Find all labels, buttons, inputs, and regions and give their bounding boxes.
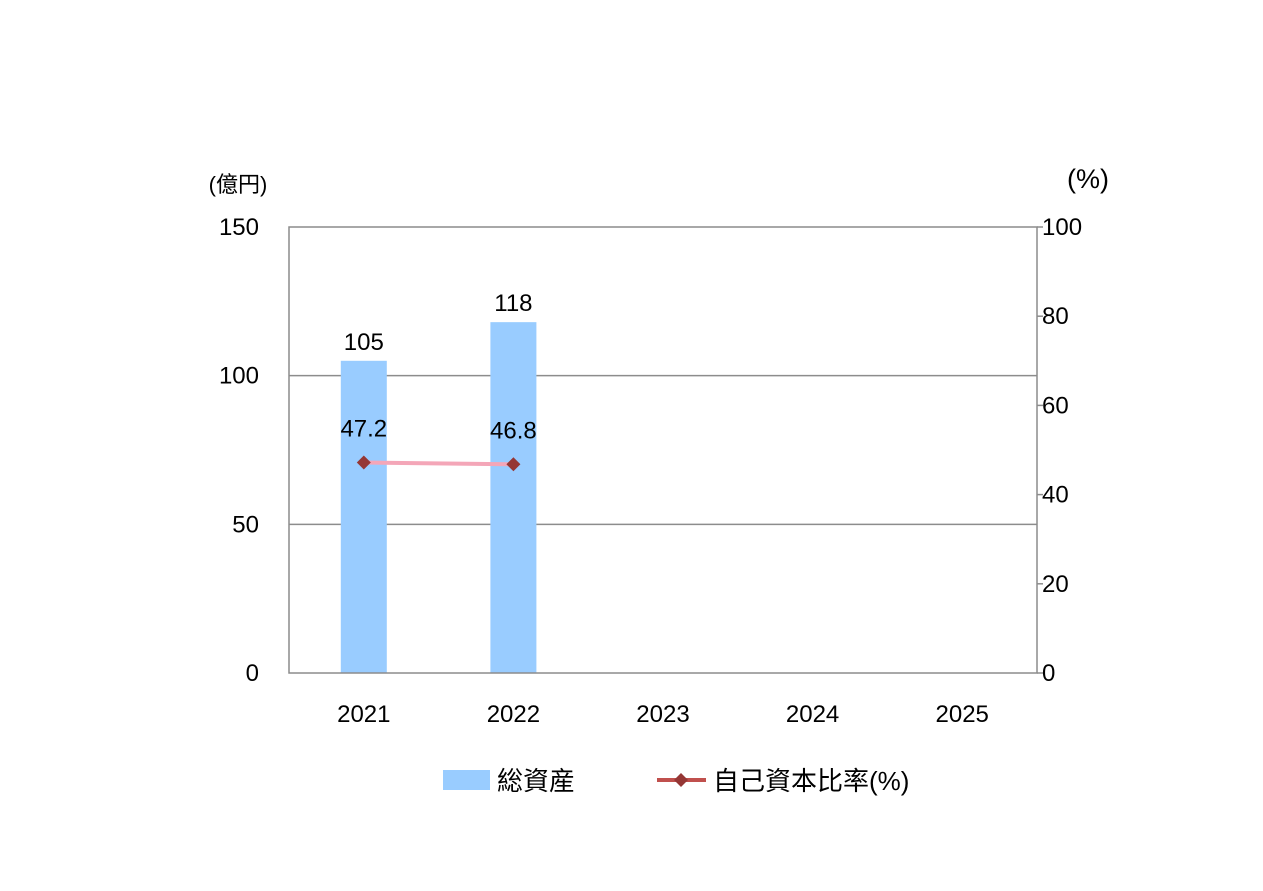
- line-point-marker: [506, 457, 521, 472]
- x-tick-label: 2025: [936, 701, 989, 728]
- axes: 0 50 100 150 0 20 40 60 80 100 2021 2022 2023 2024 202…: [219, 214, 1082, 728]
- y-right-tick-label: 60: [1042, 392, 1069, 419]
- line-point-marker: [356, 455, 371, 470]
- right-axis-unit-label: (%): [1067, 164, 1109, 194]
- bar-series: [340, 322, 537, 673]
- legend-marker-equity-ratio: [674, 773, 688, 787]
- line-data-label: 46.8: [490, 417, 537, 444]
- x-tick-label: 2022: [487, 701, 540, 728]
- bar: [340, 360, 387, 673]
- y-right-tick-label: 100: [1042, 214, 1082, 241]
- y-right-tick-label: 80: [1042, 303, 1069, 330]
- plot-area-border: [288, 226, 1038, 674]
- line-data-label: 47.2: [340, 415, 387, 442]
- y-left-tick-label: 150: [219, 214, 259, 241]
- gridlines: [289, 374, 1037, 526]
- bar-data-label: 118: [494, 290, 532, 317]
- y-right-tick-label: 40: [1042, 482, 1069, 509]
- y-left-tick-label: 50: [232, 511, 259, 538]
- plot-frame: [288, 226, 1038, 674]
- legend-label-total-assets: 総資産: [497, 766, 575, 796]
- x-tick-label: 2023: [636, 701, 689, 728]
- x-tick-label: 2024: [786, 701, 839, 728]
- line-series: [356, 455, 521, 472]
- y-left-tick-label: 0: [246, 660, 259, 687]
- left-axis-unit-label: (億円): [209, 172, 268, 197]
- series-line: [363, 460, 514, 467]
- legend-label-equity-ratio: 自己資本比率(%): [713, 766, 909, 796]
- x-tick-label: 2021: [337, 701, 390, 728]
- data-labels: 105 118 47.2 46.8: [340, 290, 536, 444]
- y-right-tick-label: 20: [1042, 571, 1069, 598]
- bar: [490, 322, 537, 673]
- bar-data-label: 105: [344, 329, 384, 356]
- legend: 総資産 自己資本比率(%): [443, 766, 909, 796]
- y-left-tick-label: 100: [219, 363, 259, 390]
- legend-swatch-total-assets: [443, 770, 490, 790]
- y-right-tick-label: 0: [1042, 660, 1055, 687]
